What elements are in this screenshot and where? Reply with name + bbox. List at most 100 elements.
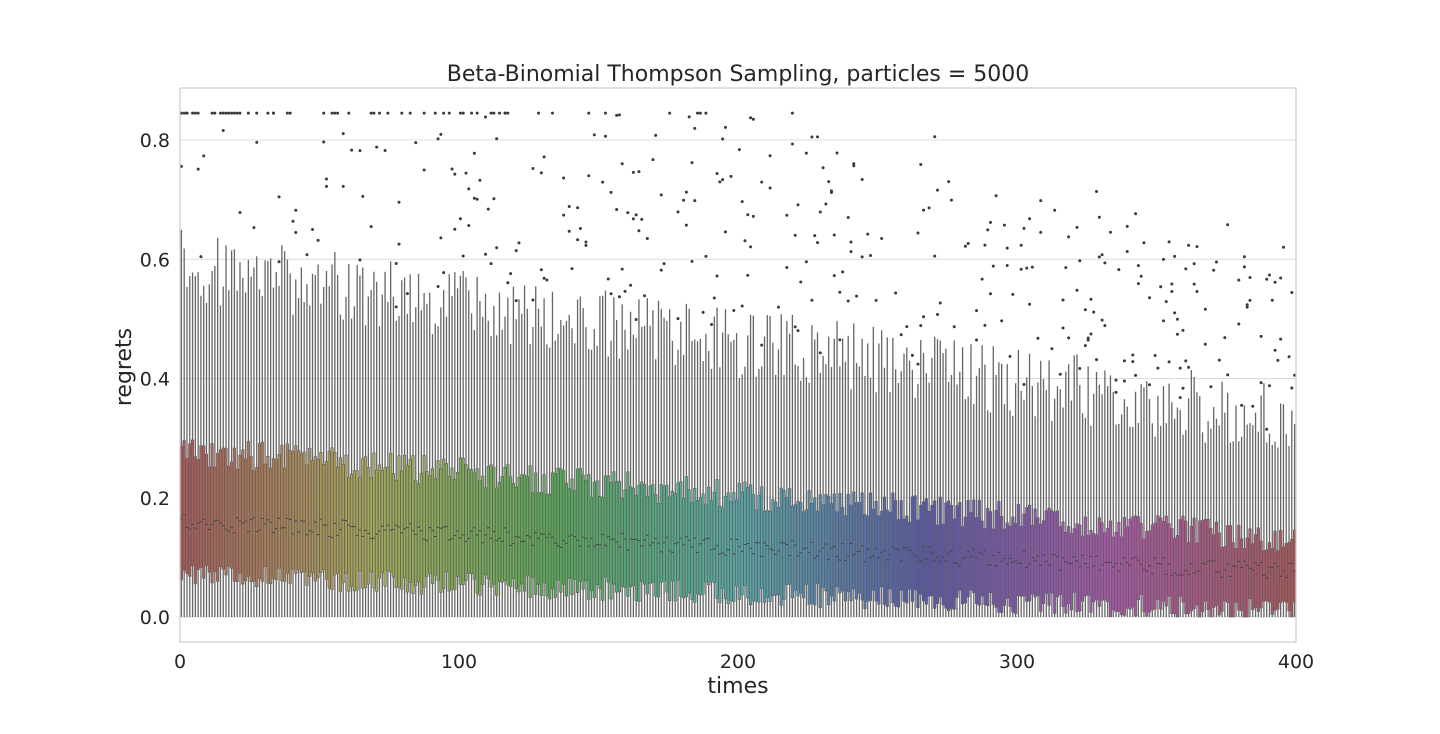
box-335 <box>1111 391 1115 617</box>
box-188 <box>701 361 705 617</box>
outlier <box>341 184 345 188</box>
box-111 <box>486 320 490 617</box>
outlier <box>1097 255 1101 259</box>
box-313 <box>1050 420 1054 617</box>
outlier <box>467 224 471 228</box>
box-body <box>723 496 728 600</box>
outlier <box>1267 384 1271 388</box>
box-body <box>1055 510 1060 598</box>
box-body <box>456 471 460 577</box>
box-body <box>603 475 608 578</box>
outlier <box>361 194 365 198</box>
outlier <box>615 113 619 117</box>
box-32 <box>266 260 270 617</box>
outlier <box>813 234 817 238</box>
box-body <box>458 457 462 585</box>
box-41 <box>291 314 295 617</box>
outlier <box>1025 266 1029 270</box>
outlier <box>347 111 351 115</box>
box-body <box>1053 511 1057 614</box>
box-body <box>1276 550 1280 610</box>
box-body <box>1067 526 1071 605</box>
outlier <box>330 111 334 115</box>
box-74 <box>383 271 387 617</box>
outlier <box>422 111 426 115</box>
box-285 <box>972 404 976 617</box>
box-body <box>896 519 900 608</box>
box-58 <box>338 314 342 617</box>
box-383 <box>1245 424 1249 618</box>
outlier <box>676 210 680 214</box>
box-384 <box>1248 423 1252 617</box>
box-122 <box>517 299 521 617</box>
outlier <box>592 133 596 137</box>
box-body <box>394 479 398 588</box>
box-body <box>210 443 214 584</box>
box-body <box>397 455 401 588</box>
box-250 <box>874 392 878 617</box>
box-body <box>422 455 426 588</box>
box-369 <box>1206 421 1210 617</box>
box-297 <box>1005 364 1009 617</box>
box-149 <box>592 329 596 617</box>
box-body <box>336 466 340 574</box>
box-140 <box>567 314 571 617</box>
outlier <box>422 168 426 172</box>
outlier <box>1248 275 1252 279</box>
outlier <box>949 198 953 202</box>
box-390 <box>1265 442 1269 617</box>
outlier <box>687 115 691 119</box>
x-tick-label: 100 <box>441 651 477 673</box>
box-body <box>821 504 825 588</box>
box-129 <box>536 308 541 617</box>
x-axis-label: times <box>707 674 768 699</box>
box-397 <box>1284 434 1288 617</box>
outlier <box>277 195 281 199</box>
box-body <box>467 468 471 574</box>
box-207 <box>754 376 758 617</box>
box-body <box>659 484 663 583</box>
box-375 <box>1223 412 1227 617</box>
outlier <box>1203 307 1207 311</box>
box-52 <box>322 286 326 617</box>
box-197 <box>726 334 730 617</box>
outlier <box>1156 366 1160 370</box>
box-body <box>486 466 490 580</box>
box-227 <box>810 325 814 617</box>
box-35 <box>274 271 278 617</box>
box-182 <box>684 303 688 617</box>
box-381 <box>1240 436 1244 617</box>
box-180 <box>679 321 683 617</box>
box-360 <box>1181 434 1185 617</box>
box-160 <box>623 329 627 617</box>
outlier <box>751 214 755 218</box>
outlier <box>835 151 839 155</box>
box-12 <box>210 270 214 617</box>
box-287 <box>977 367 981 617</box>
box-83 <box>408 274 412 617</box>
box-body <box>344 454 348 574</box>
box-body <box>444 463 449 573</box>
box-283 <box>966 396 970 617</box>
outlier <box>790 142 794 146</box>
box-228 <box>813 339 817 617</box>
box-body <box>416 483 421 583</box>
outlier <box>746 213 750 217</box>
outlier <box>439 236 443 240</box>
box-body <box>525 476 529 577</box>
box-328 <box>1092 393 1096 617</box>
box-body <box>338 457 342 592</box>
outlier <box>255 140 259 144</box>
box-body <box>584 479 588 582</box>
outlier <box>1251 404 1255 408</box>
box-body <box>1217 532 1221 616</box>
box-body <box>1212 534 1216 608</box>
outlier <box>475 111 479 115</box>
box-body <box>389 452 393 573</box>
outlier <box>1092 310 1096 314</box>
outlier <box>1136 264 1140 268</box>
outlier <box>698 111 702 115</box>
outlier <box>1265 427 1269 431</box>
outlier <box>1114 378 1118 382</box>
box-303 <box>1022 399 1026 617</box>
